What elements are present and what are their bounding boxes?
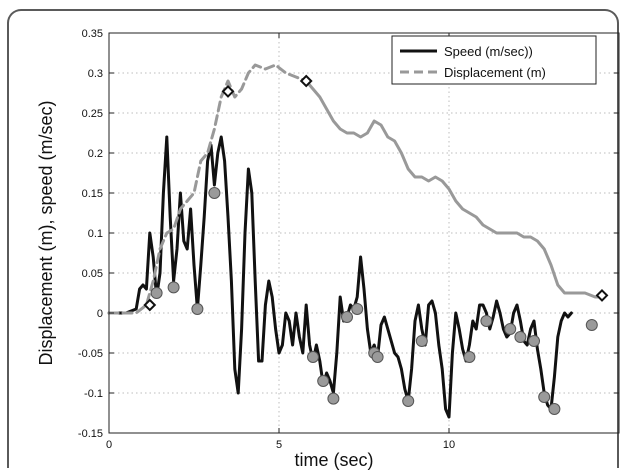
circle-marker-18 [538,391,551,403]
circle-marker-20 [585,319,598,331]
y-tick-label-10: 0.35 [82,28,103,40]
speed-series [107,135,573,419]
circle-marker-1 [167,281,180,294]
x-tick-label-1: 5 [276,439,282,451]
y-tick-label-9: 0.3 [88,68,103,80]
legend: Speed (m/sec)) Displacement (m) [391,35,597,85]
displacement-line [304,79,604,299]
x-tick-label-0: 0 [106,439,112,451]
circle-marker-19 [548,403,561,415]
circle-marker-5 [317,375,330,387]
circle-marker-7 [341,311,353,323]
diamond-marker-3 [595,288,609,302]
circle-marker-2 [191,303,204,315]
y-tick-label-6: 0.15 [82,188,103,200]
y-tick-label-7: 0.2 [88,148,103,160]
displacement-line-dashed [107,63,308,315]
legend-label-speed: Speed (m/sec)) [444,44,533,59]
circle-marker-12 [415,335,428,347]
y-tick-label-1: -0.1 [84,388,103,400]
legend-box [391,35,597,85]
circle-marker-10 [371,351,384,363]
y-tick-label-0: -0.15 [78,428,103,440]
y-axis-label: Displacement (m), speed (m/sec) [36,100,56,365]
legend-label-displacement: Displacement (m) [444,65,546,80]
diamond-marker-2 [299,74,313,88]
circle-marker-14 [480,315,493,327]
circle-marker-16 [514,331,527,343]
y-tick-label-5: 0.1 [88,228,103,240]
x-tick-label-2: 10 [443,439,455,451]
circle-marker-13 [463,351,476,363]
circle-marker-3 [208,187,221,199]
x-axis-label: time (sec) [294,450,373,470]
y-tick-label-4: 0.05 [82,268,103,280]
y-tick-label-3: 0 [97,308,103,320]
circle-marker-4 [307,351,319,363]
circle-marker-17 [528,335,540,347]
diamond-marker-1 [221,84,235,98]
circle-marker-6 [327,392,340,405]
y-tick-label-2: -0.05 [78,348,103,360]
displacement-series [107,63,604,315]
circle-marker-0 [150,287,163,299]
markers [143,74,609,415]
diamond-marker-0 [143,298,157,312]
tick-labels: 0 5 10 -0.15 -0.1 -0.05 0 0.05 0.1 0.15 0.2 0.25 0.3… [78,28,455,451]
y-tick-label-8: 0.25 [82,108,103,120]
circle-marker-8 [351,303,364,315]
speed-line [107,135,573,419]
circle-marker-11 [402,395,415,407]
circle-marker-15 [504,323,517,335]
